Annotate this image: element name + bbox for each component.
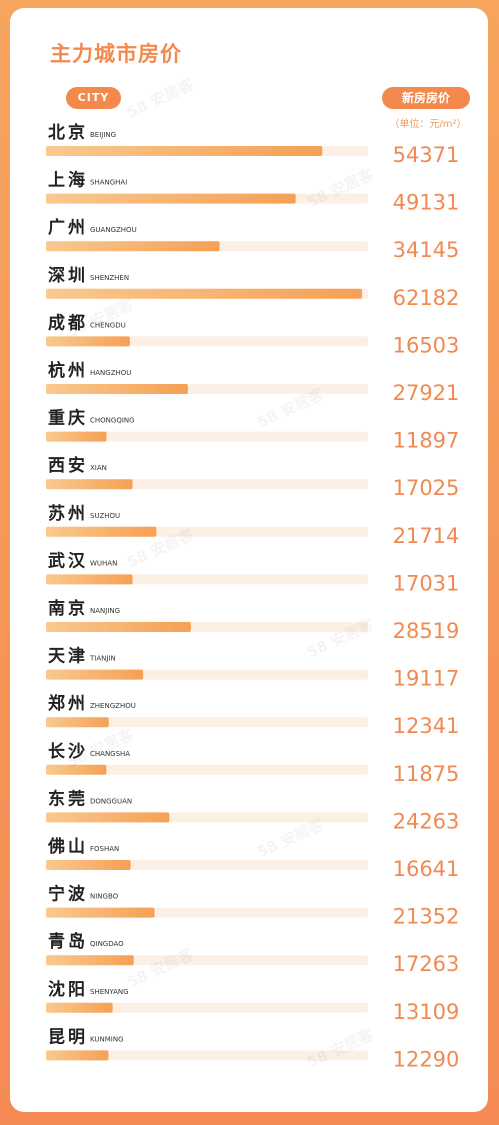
city-name-label: 南京 <box>48 598 88 619</box>
bar <box>46 574 133 585</box>
bar <box>46 764 107 775</box>
city-en-label: HANGZHOU <box>90 369 131 377</box>
value-label: 19117 <box>393 667 460 691</box>
value-label: 12341 <box>393 714 460 738</box>
bar <box>46 146 323 156</box>
city-en-label: SHANGHAI <box>90 179 127 187</box>
bar <box>46 193 296 204</box>
chart-card: 主力城市房价 CITY 新房房价 （单位：元/m²） 北京 BEIJING 5437… <box>10 8 488 1112</box>
city-en-label: BEIJING <box>90 131 116 139</box>
value-label: 11875 <box>393 762 460 786</box>
watermark-text: 58 安居客 <box>304 615 377 662</box>
value-label: 16503 <box>393 333 460 357</box>
bar <box>46 907 155 918</box>
page-title: 主力城市房价 <box>50 42 182 66</box>
value-label: 13109 <box>393 1000 460 1024</box>
city-en-label: GUANGZHOU <box>90 226 137 234</box>
value-label: 34145 <box>393 238 460 262</box>
city-name-label: 郑州 <box>48 693 88 714</box>
watermark-text: 58 安居客 <box>124 945 197 992</box>
bar <box>46 622 191 632</box>
city-name-label: 广州 <box>48 217 88 238</box>
bar <box>46 1002 113 1013</box>
city-name-label: 长沙 <box>48 741 88 762</box>
bar <box>46 336 130 347</box>
city-en-label: KUNMING <box>90 1035 124 1043</box>
bar <box>46 955 134 966</box>
city-en-label: FOSHAN <box>90 845 119 853</box>
city-name-label: 宁波 <box>48 884 88 905</box>
city-en-label: CHONGQING <box>90 417 135 425</box>
city-en-label: ZHENGZHOU <box>90 702 136 710</box>
value-label: 21352 <box>393 905 460 929</box>
value-label: 17031 <box>393 571 460 595</box>
city-name-label: 沈阳 <box>48 979 88 1000</box>
watermark-text: 58 安居客 <box>304 1025 377 1072</box>
city-name-label: 青岛 <box>48 931 88 952</box>
city-column-header: CITY <box>66 87 121 109</box>
city-name-label: 上海 <box>48 170 88 191</box>
bar <box>46 384 188 394</box>
city-name-label: 杭州 <box>48 360 88 381</box>
city-name-label: 重庆 <box>48 408 88 429</box>
value-label: 28519 <box>393 619 460 643</box>
value-label: 49131 <box>393 191 460 215</box>
city-name-label: 佛山 <box>47 836 88 857</box>
bar <box>46 288 362 299</box>
city-en-label: TIANJIN <box>89 655 116 663</box>
value-label: 12290 <box>393 1047 460 1071</box>
watermark-text: 58 安居客 <box>124 75 197 122</box>
city-en-label: QINGDAO <box>90 940 124 948</box>
bar <box>46 717 109 728</box>
value-label: 62182 <box>393 286 460 310</box>
bar <box>46 1050 109 1061</box>
city-en-label: SHENZHEN <box>90 274 129 282</box>
bar <box>46 241 220 252</box>
city-name-label: 武汉 <box>48 550 88 571</box>
value-label: 21714 <box>393 524 460 548</box>
city-en-label: XIAN <box>90 464 107 472</box>
value-label: 17263 <box>393 952 460 976</box>
watermark-text: 58 安居客 <box>304 165 377 212</box>
bar-chart: 北京 BEIJING 54371 上海 SHANGHAI 49131 广州 GUANGZHOU… <box>46 75 460 1072</box>
bar <box>46 526 157 537</box>
city-en-label: CHANGSHA <box>90 750 130 758</box>
value-label: 16641 <box>393 857 460 881</box>
unit-label: （单位：元/m²） <box>389 119 467 130</box>
bar-track <box>46 1050 368 1061</box>
city-en-label: DONGGUAN <box>90 797 132 805</box>
value-label: 27921 <box>393 381 460 405</box>
city-en-label: WUHAN <box>90 559 117 567</box>
bar-track <box>46 717 368 728</box>
city-en-label: SHENYANG <box>90 988 129 996</box>
city-name-label: 西安 <box>48 455 88 476</box>
city-en-label: NINGBO <box>90 893 119 901</box>
bar <box>46 812 170 823</box>
city-name-label: 天津 <box>48 646 88 667</box>
value-label: 17025 <box>393 476 460 500</box>
bar-track <box>46 431 368 442</box>
city-en-label: CHENGDU <box>90 321 126 329</box>
city-name-label: 成都 <box>48 312 88 333</box>
price-column-header: 新房房价 <box>382 87 470 109</box>
city-name-label: 东莞 <box>48 788 88 809</box>
city-name-label: 昆明 <box>48 1027 88 1047</box>
value-label: 24263 <box>393 809 460 833</box>
bar-track <box>46 1002 368 1013</box>
city-name-label: 北京 <box>48 122 88 143</box>
value-label: 54371 <box>393 143 460 167</box>
value-label: 11897 <box>393 429 460 453</box>
bar <box>46 479 133 490</box>
city-en-label: SUZHOU <box>90 512 120 520</box>
city-name-label: 深圳 <box>48 265 88 286</box>
bar-track <box>46 764 368 775</box>
bar <box>46 431 107 442</box>
city-name-label: 苏州 <box>48 503 88 524</box>
bar <box>46 669 144 680</box>
bar <box>46 860 131 870</box>
city-en-label: NANJING <box>90 607 120 615</box>
